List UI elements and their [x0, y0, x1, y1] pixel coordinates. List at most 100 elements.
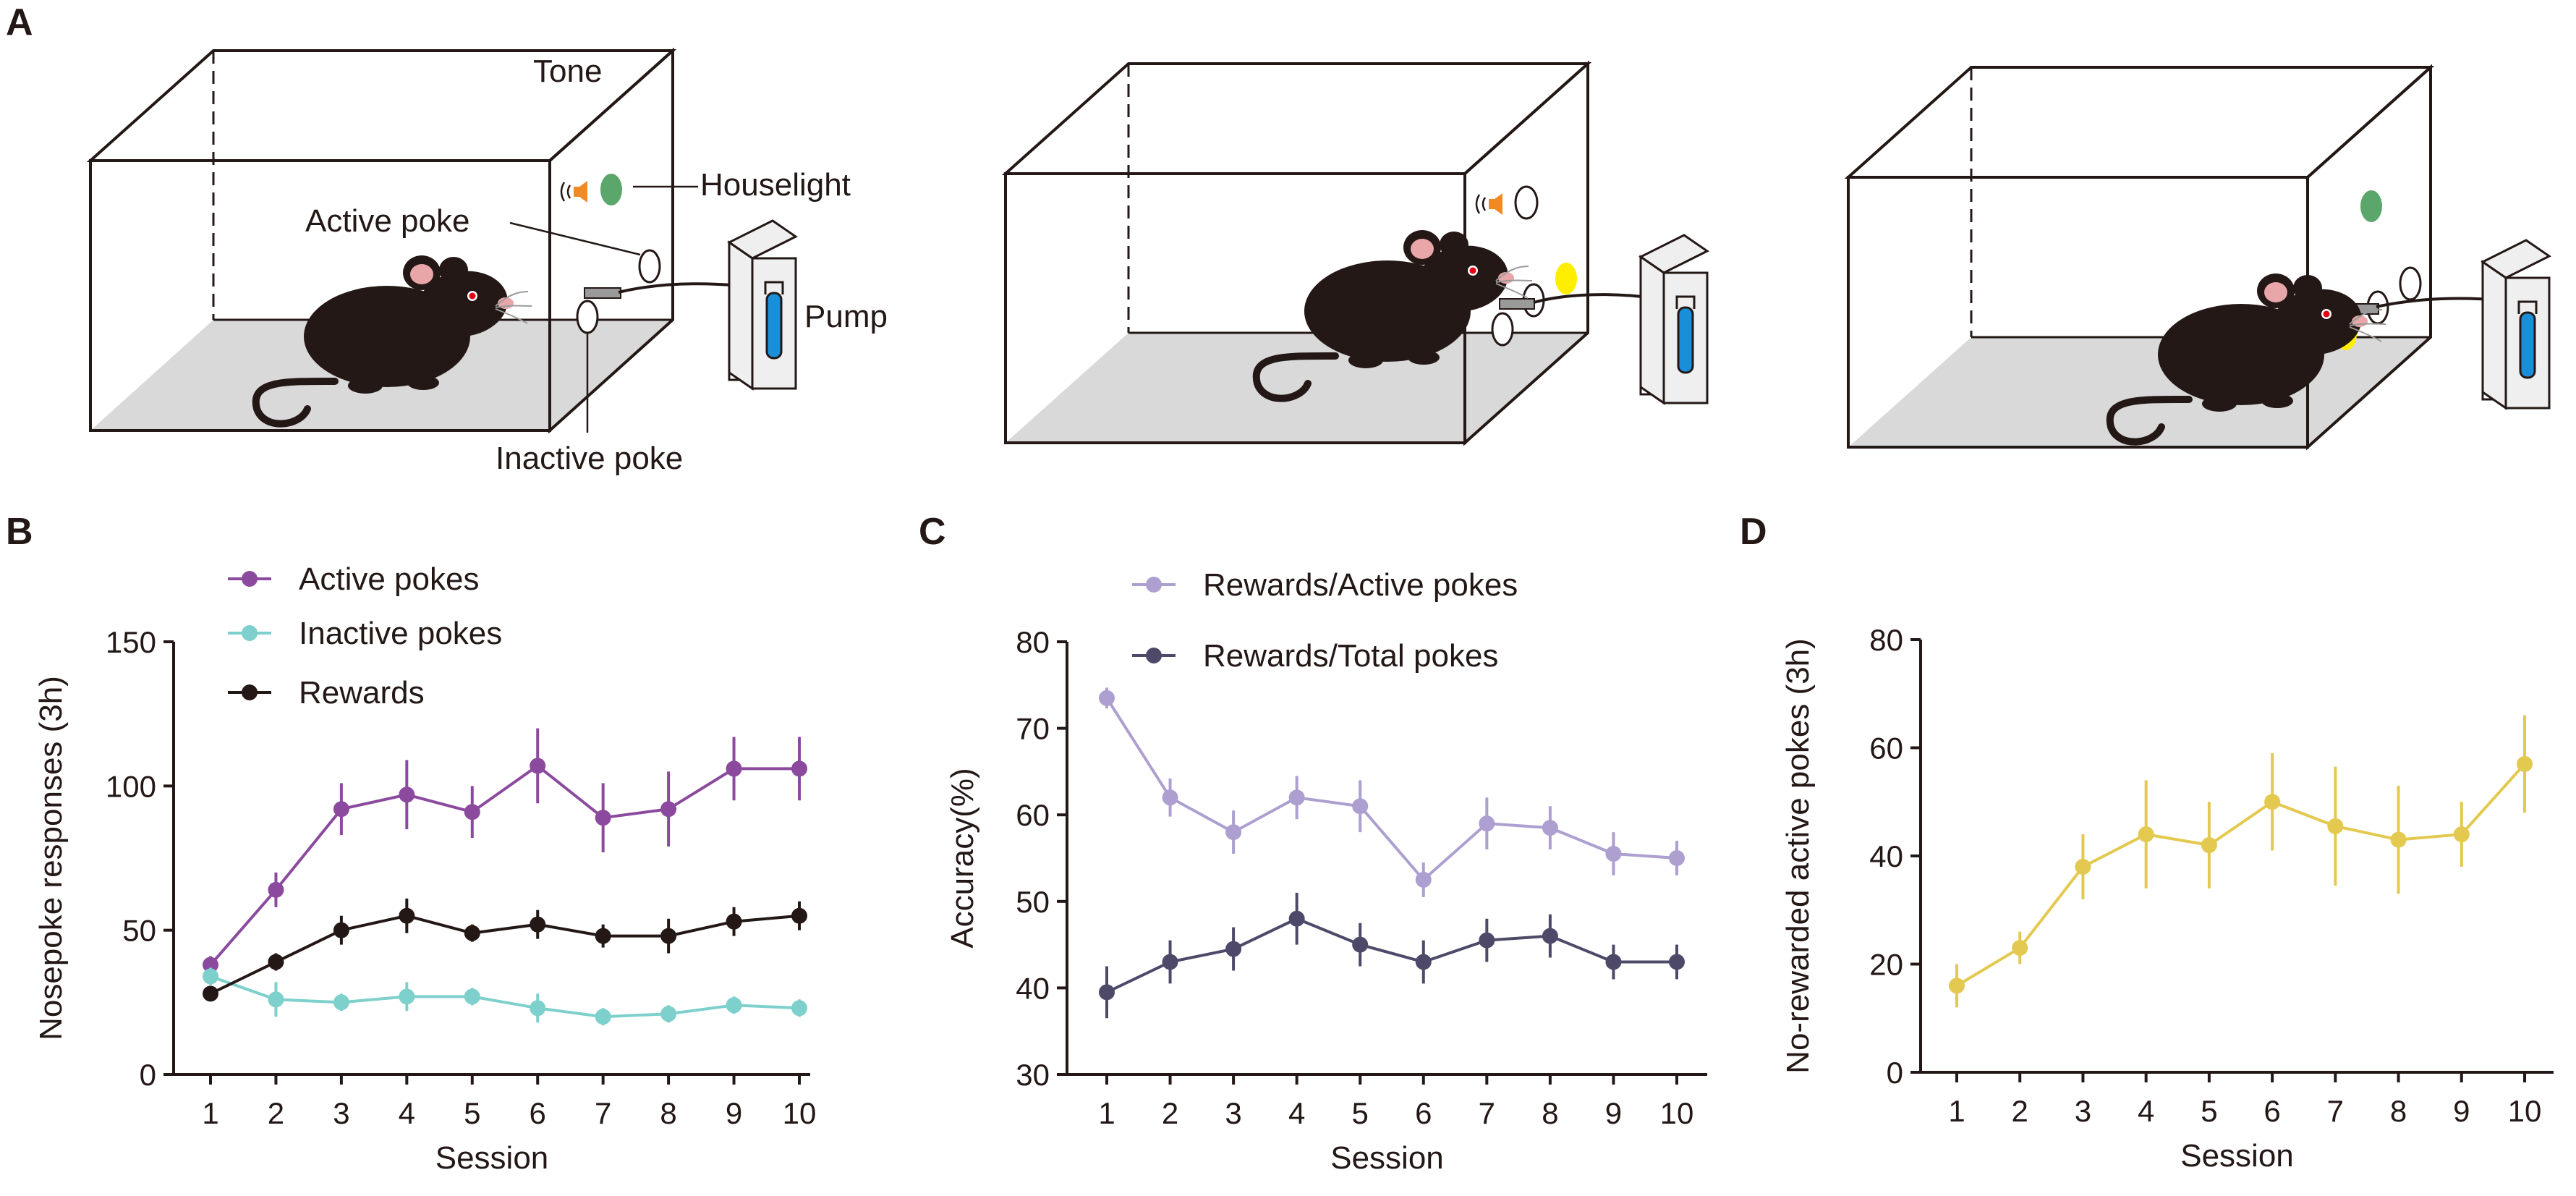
x-tick-label: 1	[202, 1096, 218, 1130]
data-point	[1225, 824, 1242, 841]
data-point	[2075, 858, 2091, 875]
data-point	[333, 994, 349, 1011]
data-point	[1099, 984, 1115, 1001]
box-2-floor	[1006, 333, 1588, 443]
chart-b-plot	[203, 728, 807, 1026]
chart-c-plot	[1099, 687, 1685, 1019]
legend-marker	[242, 625, 258, 641]
x-tick-label: 7	[1479, 1096, 1495, 1130]
reward-port	[584, 287, 621, 299]
x-tick-label: 4	[1288, 1096, 1305, 1130]
data-point	[1949, 977, 1965, 994]
y-tick-label: 150	[106, 625, 156, 659]
y-axis-label: No-rewarded active pokes (3h)	[1780, 638, 1816, 1074]
series-line	[209, 763, 799, 966]
data-point	[1669, 954, 1685, 970]
series-rewards-total-pokes	[1099, 892, 1685, 1019]
y-axis-label: Nosepoke responses (3h)	[33, 676, 69, 1040]
data-point	[2327, 818, 2344, 834]
box-3-floor	[1848, 337, 2431, 447]
y-tick-label: 80	[1869, 623, 1903, 657]
pump-2	[1639, 234, 1709, 404]
data-point	[1288, 910, 1305, 927]
y-tick-label: 60	[1869, 731, 1903, 765]
panel-a: A Tone	[6, 1, 2551, 476]
x-tick-label: 5	[1352, 1096, 1369, 1130]
data-point	[464, 925, 480, 941]
operant-box-1: Tone Houselight Active poke Pump Inactiv…	[86, 47, 888, 476]
chart-c-axes: 30 40 50 60 70 80 1 2 3 4 5 6 7 8 9 10 Session Accuracy(%…	[945, 625, 1707, 1176]
series-active-pokes	[203, 728, 807, 974]
x-tick-label: 3	[1225, 1096, 1241, 1130]
data-point	[464, 988, 480, 1005]
y-tick-label: 0	[140, 1058, 156, 1092]
active-poke-label: Active poke	[305, 203, 469, 239]
x-tick-label: 8	[1542, 1096, 1558, 1130]
data-point	[333, 922, 349, 938]
y-tick-label: 70	[1016, 712, 1050, 746]
data-point	[1225, 941, 1242, 957]
legend-marker	[242, 571, 258, 587]
data-point	[1415, 954, 1432, 970]
legend-entry: Inactive pokes	[228, 616, 502, 651]
data-point	[1288, 789, 1305, 806]
data-point	[530, 1000, 546, 1017]
y-tick-label: 20	[1869, 948, 1903, 982]
data-point	[2138, 826, 2154, 843]
data-point	[791, 1000, 807, 1017]
x-tick-label: 9	[726, 1096, 742, 1130]
panel-a-letter: A	[6, 1, 33, 43]
panel-d: D 0 20 40 60 80 1 2 3 4 5 6 7 8 9 10 Session No-rewarded…	[1740, 511, 2554, 1174]
y-tick-label: 100	[106, 769, 156, 803]
panel-b-letter: B	[6, 511, 33, 553]
data-point	[2264, 794, 2281, 810]
data-point	[1542, 820, 1558, 836]
x-tick-label: 1	[1948, 1094, 1965, 1128]
active-poke-hole	[2399, 266, 2422, 301]
series-line	[1106, 917, 1677, 994]
data-point	[530, 916, 546, 933]
x-tick-label: 9	[1605, 1096, 1622, 1130]
data-point	[268, 954, 284, 970]
data-point	[1162, 789, 1178, 806]
chart-c-legend: Rewards/Active pokes Rewards/Total pokes	[1132, 567, 1518, 674]
y-tick-label: 0	[1887, 1056, 1903, 1090]
data-point	[726, 913, 742, 930]
x-tick-label: 2	[2012, 1094, 2028, 1128]
data-point	[333, 801, 349, 818]
legend-label: Inactive pokes	[299, 616, 502, 651]
data-point	[1415, 871, 1432, 888]
cue-light-on	[1555, 263, 1577, 294]
data-point	[399, 988, 415, 1005]
y-tick-label: 50	[122, 914, 156, 948]
legend-marker	[242, 684, 258, 700]
x-tick-label: 5	[464, 1096, 480, 1130]
y-tick-label: 40	[1016, 971, 1050, 1005]
series-line	[1955, 763, 2526, 988]
x-tick-label: 10	[783, 1096, 817, 1130]
y-tick-label: 60	[1016, 798, 1050, 832]
data-point	[660, 928, 677, 944]
x-tick-label: 7	[595, 1096, 611, 1130]
speaker-icon	[1475, 193, 1502, 215]
operant-box-2	[1001, 60, 1709, 446]
x-axis-label: Session	[435, 1140, 549, 1176]
data-point	[203, 968, 218, 985]
x-tick-label: 2	[268, 1096, 284, 1130]
data-point	[660, 801, 677, 818]
inactive-poke-label: Inactive poke	[496, 441, 683, 476]
pump-1	[728, 219, 797, 390]
pump-label: Pump	[804, 299, 888, 334]
data-point	[203, 957, 218, 973]
y-tick-label: 50	[1016, 885, 1050, 919]
data-point	[791, 760, 807, 777]
y-axis-label: Accuracy(%)	[945, 768, 980, 948]
data-point	[399, 786, 415, 803]
x-tick-label: 2	[1162, 1096, 1178, 1130]
operant-box-3	[1844, 64, 2551, 451]
data-point	[1352, 936, 1369, 953]
chart-d-axes: 0 20 40 60 80 1 2 3 4 5 6 7 8 9 10 Session No-rewarded a…	[1780, 623, 2554, 1174]
chart-d-plot	[1949, 715, 2533, 1008]
legend-entry: Rewards	[228, 675, 425, 711]
data-point	[203, 985, 218, 1002]
